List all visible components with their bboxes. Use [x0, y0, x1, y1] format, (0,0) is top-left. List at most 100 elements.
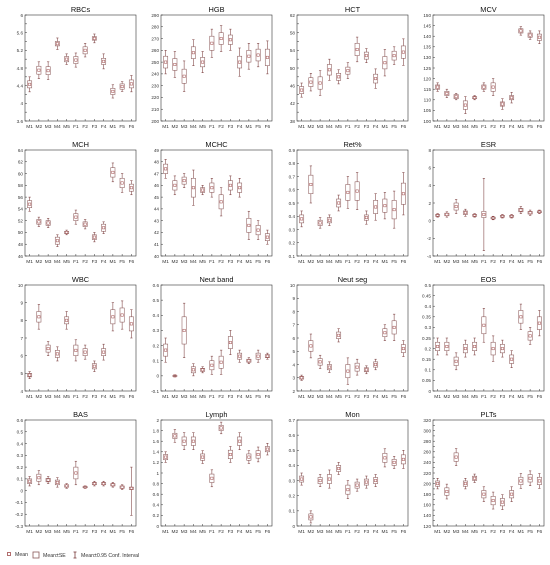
se-box — [509, 354, 515, 364]
y-tick-label: 7 — [292, 323, 295, 328]
x-tick-label: M4 — [54, 529, 61, 535]
mean-marker — [265, 354, 269, 358]
y-tick-label: 2 — [292, 389, 295, 394]
plot-area — [296, 419, 409, 527]
mean-marker — [374, 363, 378, 366]
x-tick-label: F2 — [354, 529, 360, 535]
x-tick-label: M4 — [54, 124, 61, 130]
y-tick-label: 140 — [423, 34, 431, 39]
mean-marker — [238, 60, 242, 64]
mean-marker — [473, 476, 477, 480]
x-tick-label: M2 — [36, 124, 43, 130]
x-tick-label: F5 — [391, 529, 397, 535]
x-tick-label: F4 — [237, 259, 243, 265]
mean-marker — [300, 376, 304, 380]
mean-marker — [129, 186, 133, 190]
x-tick-label: M3 — [453, 124, 460, 130]
se-box — [481, 490, 487, 499]
y-tick-label: 5.2 — [17, 48, 24, 53]
se-box — [36, 219, 42, 225]
se-box — [73, 213, 79, 221]
x-tick-label: M2 — [308, 394, 315, 400]
x-tick-label: F4 — [237, 394, 243, 400]
se-box — [237, 182, 243, 193]
x-tick-label: F2 — [490, 124, 496, 130]
se-box — [400, 454, 406, 465]
mean-marker — [473, 213, 477, 217]
se-box — [27, 373, 33, 378]
mean-marker — [74, 58, 78, 62]
x-tick-label: M2 — [308, 259, 315, 265]
y-tick-label: 0 — [156, 524, 159, 529]
se-box — [172, 375, 178, 377]
x-tick-label: M1 — [162, 529, 169, 535]
x-tick-label: F3 — [92, 259, 98, 265]
y-tick-label: 1 — [156, 471, 159, 476]
se-box — [91, 36, 97, 41]
mean-marker — [374, 479, 378, 483]
x-tick-label: M4 — [326, 394, 333, 400]
se-box — [172, 432, 178, 439]
plot-area — [432, 149, 545, 257]
x-tick-label: M2 — [444, 259, 451, 265]
y-tick-label: 9 — [292, 296, 295, 301]
plot-area — [24, 14, 137, 122]
mean-marker — [65, 318, 69, 322]
x-tick-label: M1 — [298, 394, 305, 400]
x-tick-label: F5 — [527, 394, 533, 400]
y-tick-label: 0.3 — [289, 478, 296, 483]
se-box — [73, 56, 79, 64]
x-tick-label: M1 — [110, 394, 117, 400]
x-tick-label: F4 — [101, 124, 107, 130]
x-tick-label: M1 — [382, 529, 389, 535]
chart-title: MCV — [480, 5, 496, 14]
x-tick-label: M1 — [382, 394, 389, 400]
x-tick-label: F6 — [537, 394, 543, 400]
se-box — [119, 485, 125, 489]
x-tick-label: M3 — [181, 259, 188, 265]
y-tick-label: -0.1 — [151, 389, 159, 394]
y-tick-label: 10 — [18, 283, 24, 288]
x-tick-label: M3 — [317, 259, 324, 265]
x-tick-label: F6 — [129, 259, 135, 265]
plot-area — [160, 419, 273, 527]
x-tick-label: M2 — [172, 259, 179, 265]
x-tick-label: F4 — [237, 124, 243, 130]
se-box — [218, 425, 224, 431]
legend-mean-label: Mean — [15, 552, 28, 558]
chart-panel: Ret%0.10.20.30.40.50.60.70.80.9M1 M2 M3 M4 M… — [289, 140, 409, 265]
y-tick-label: 0.4 — [153, 503, 160, 508]
x-tick-label: M5 — [63, 394, 70, 400]
y-tick-label: 0.9 — [289, 148, 296, 153]
mean-marker — [346, 190, 350, 194]
x-tick-label: F4 — [237, 529, 243, 535]
y-tick-label: 140 — [423, 513, 431, 518]
mean-marker — [228, 38, 232, 42]
mean-marker — [173, 434, 177, 438]
y-tick-label: 105 — [423, 108, 431, 113]
se-box — [27, 80, 33, 89]
y-tick-label: 4 — [428, 183, 431, 188]
y-tick-label: 0.2 — [425, 346, 432, 351]
y-tick-label: 1.4 — [153, 450, 160, 455]
mean-marker — [401, 192, 405, 196]
x-tick-label: M4 — [190, 529, 197, 535]
x-tick-label: F2 — [218, 394, 224, 400]
mean-marker — [102, 226, 106, 230]
se-box — [200, 368, 206, 372]
box-icon — [32, 551, 40, 561]
se-box — [527, 32, 533, 38]
se-box — [326, 64, 332, 76]
se-box — [91, 482, 97, 486]
x-tick-label: M4 — [190, 259, 197, 265]
mean-marker — [92, 235, 96, 239]
x-tick-label: F1 — [209, 394, 215, 400]
x-tick-label: M1 — [298, 124, 305, 130]
x-tick-label: M1 — [434, 259, 441, 265]
x-tick-label: F1 — [73, 394, 79, 400]
se-box — [453, 94, 459, 100]
x-tick-label: M1 — [382, 259, 389, 265]
